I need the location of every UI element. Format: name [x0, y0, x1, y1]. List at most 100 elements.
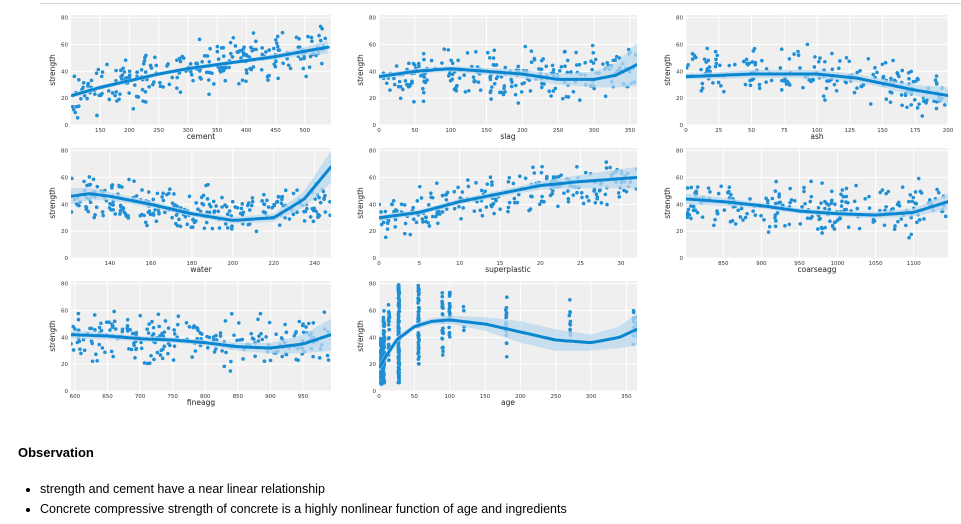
cement-point — [235, 50, 240, 54]
fineagg-point — [229, 359, 233, 364]
superplastic-point — [493, 197, 498, 201]
ash-point — [751, 77, 756, 81]
coarseagg-point — [686, 207, 691, 212]
water-point — [196, 207, 200, 212]
cement-point — [222, 66, 227, 71]
coarseagg-point — [792, 199, 797, 203]
coarseagg-point — [815, 227, 820, 231]
coarseagg-point — [767, 224, 772, 229]
water-point — [305, 206, 309, 211]
slag-point — [421, 90, 426, 95]
fineagg-confidence-band — [71, 318, 331, 354]
coarseagg-xtick-label: 950 — [794, 261, 805, 267]
cement-xtick-label: 400 — [241, 128, 252, 134]
cement-point — [166, 62, 170, 66]
cement-point — [75, 115, 80, 120]
slag-point — [456, 58, 460, 63]
slag-point — [563, 64, 567, 69]
water-point — [291, 212, 296, 217]
coarseagg-point — [911, 195, 916, 200]
ash-point — [888, 100, 893, 104]
water-point — [212, 209, 217, 213]
cement-point — [273, 38, 278, 42]
water-point — [194, 201, 198, 205]
coarseagg-point — [788, 186, 792, 191]
fineagg-point — [175, 322, 180, 327]
age-point — [416, 316, 420, 321]
superplastic-point — [592, 187, 597, 192]
water-point — [140, 188, 144, 192]
slag-xtick-label: 50 — [411, 128, 418, 134]
coarseagg-point — [895, 202, 900, 207]
fineagg-point — [166, 326, 171, 330]
fineagg-point — [268, 358, 273, 363]
cement-point — [248, 66, 252, 71]
fineagg-point — [125, 317, 130, 322]
panel-slag: 0 20 40 60 80 0 50 100 150 200 250 300 350 slag streng… — [356, 15, 637, 141]
fineagg-point — [259, 331, 263, 336]
coarseagg-point — [844, 207, 849, 212]
coarseagg-point — [726, 189, 731, 194]
water-point — [295, 210, 299, 215]
age-point — [382, 372, 386, 377]
fineagg-point — [76, 317, 81, 322]
superplastic-point — [593, 200, 598, 205]
ash-point — [821, 94, 826, 98]
cement-point — [251, 31, 256, 35]
ash-point — [900, 68, 905, 73]
water-point — [270, 205, 274, 210]
fineagg-point — [103, 350, 107, 355]
cement-point — [99, 74, 104, 79]
superplastic-point — [402, 203, 407, 207]
fineagg-point — [112, 319, 117, 324]
cement-xtick-label: 350 — [212, 128, 223, 134]
coarseagg-point — [719, 184, 724, 189]
age-xtick-label: 350 — [621, 394, 632, 400]
fineagg-point — [79, 351, 83, 356]
coarseagg-point — [759, 213, 763, 218]
water-point — [247, 222, 252, 226]
cement-point — [297, 37, 301, 41]
cement-point — [72, 74, 77, 79]
water-point — [198, 209, 203, 214]
age-ytick-label: 20 — [369, 362, 376, 368]
water-point — [168, 187, 172, 192]
coarseagg-point — [738, 215, 743, 219]
water-point — [211, 199, 216, 204]
water-point — [287, 217, 292, 221]
fineagg-point — [147, 322, 151, 326]
fineagg-point — [157, 324, 162, 329]
age-point — [461, 304, 466, 309]
age-point — [441, 306, 445, 310]
ash-point — [779, 88, 784, 92]
slag-point — [478, 88, 483, 92]
cement-point — [154, 63, 159, 68]
fineagg-point — [172, 332, 177, 336]
ash-point — [796, 53, 801, 58]
coarseagg-point — [819, 201, 823, 205]
cement-point — [143, 90, 148, 94]
superplastic-point — [492, 211, 496, 216]
panel-ash: 0 20 40 60 80 0 25 50 75 100 125 150 175 200 ash streng… — [663, 15, 954, 141]
fineagg-ytick-label: 0 — [65, 389, 69, 395]
ash-point — [891, 58, 895, 63]
cement-point — [123, 76, 128, 80]
fineagg-point — [220, 349, 224, 353]
superplastic-point — [490, 180, 494, 184]
coarseagg-point — [733, 222, 738, 226]
coarseagg-fit-line — [686, 197, 948, 217]
coarseagg-point — [840, 199, 844, 204]
age-point — [440, 299, 444, 304]
fineagg-marks — [71, 309, 331, 373]
slag-point — [509, 77, 513, 82]
coarseagg-point — [830, 198, 834, 203]
cement-point — [85, 96, 89, 101]
coarseagg-point — [832, 227, 837, 231]
slag-point — [396, 84, 401, 89]
fineagg-point — [90, 359, 95, 364]
ash-point — [825, 79, 829, 83]
water-point — [205, 197, 210, 201]
water-point — [199, 195, 204, 200]
fineagg-point — [325, 353, 330, 358]
superplastic-point — [445, 190, 450, 195]
